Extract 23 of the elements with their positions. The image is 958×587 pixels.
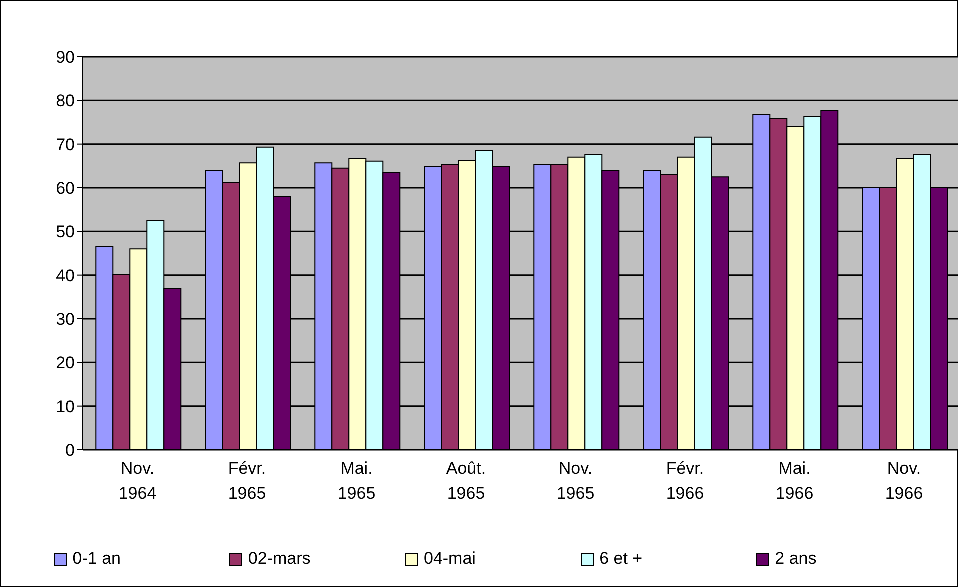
y-tick-label: 30 <box>56 310 75 330</box>
x-tick-label: Févr. 1966 <box>666 459 704 503</box>
legend-label: 2 ans <box>775 549 817 569</box>
legend-label: 6 et + <box>600 549 643 569</box>
x-tick-label: Nov. 1965 <box>556 459 595 503</box>
y-tick-label: 50 <box>56 222 75 242</box>
y-tick-label: 20 <box>56 354 75 373</box>
y-tick-label: 10 <box>56 397 75 416</box>
x-tick-label: Août. 1965 <box>446 459 486 503</box>
x-tick-label: Févr. 1965 <box>228 459 266 503</box>
y-tick-label: 90 <box>56 48 75 68</box>
legend-label: 0-1 an <box>72 549 121 569</box>
y-tick-label: 70 <box>56 135 75 154</box>
legend-label: 02-mars <box>248 549 311 569</box>
x-tick-label: Nov. 1964 <box>118 459 157 503</box>
x-tick-label: Mai. 1965 <box>338 459 376 503</box>
x-tick-label: Nov. 1966 <box>885 459 924 503</box>
y-tick-label: 80 <box>56 92 75 111</box>
y-tick-label: 0 <box>66 441 75 460</box>
x-tick-label: Mai. 1966 <box>776 459 814 503</box>
y-tick-label: 40 <box>56 266 75 286</box>
y-tick-label: 60 <box>56 179 75 198</box>
legend-label: 04-mai <box>424 549 476 569</box>
